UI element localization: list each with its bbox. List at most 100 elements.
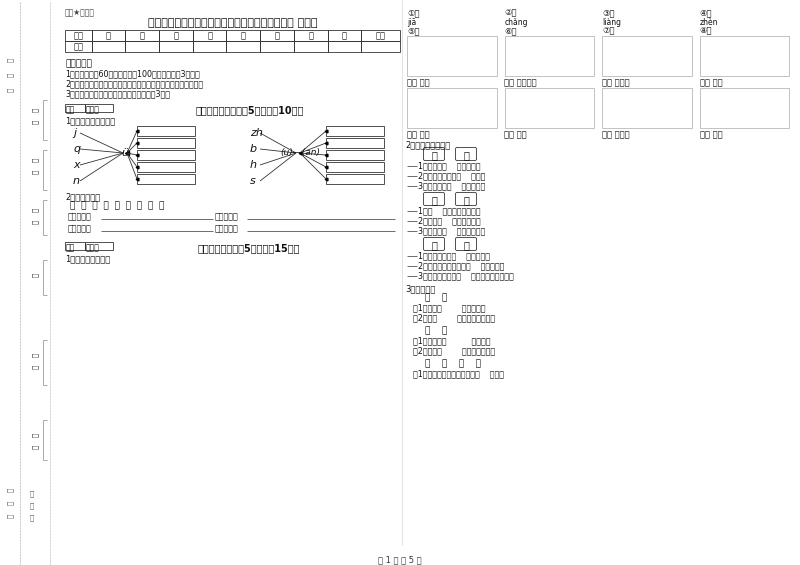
Text: 再: 再 [463,240,469,250]
Bar [193,30,226,41]
Text: ②只: ②只 [505,8,517,17]
Text: j: j [73,128,76,138]
Text: x: x [73,160,80,170]
Text: 那    哪: 那 哪 [425,326,447,335]
Text: 班: 班 [32,108,38,112]
Text: s: s [250,176,256,186]
Text: 2．我有（    ）个好朋友。: 2．我有（ ）个好朋友。 [418,216,481,225]
Text: chǎng: chǎng [505,18,528,27]
Text: 山: 山 [463,195,469,205]
Text: 2．我会分类。: 2．我会分类。 [65,192,100,201]
Text: 内: 内 [32,273,38,277]
Text: 评卷人: 评卷人 [86,243,100,252]
Text: (u)―(an): (u)―(an) [280,148,320,157]
Bar [326,126,384,136]
Text: 答: 答 [30,490,34,497]
Text: 评卷人: 评卷人 [86,105,100,114]
Text: zhèn: zhèn [699,18,718,27]
Bar [226,41,260,52]
Text: 1．小熊一家住（    ）山洞里。: 1．小熊一家住（ ）山洞里。 [418,251,490,260]
Text: 一（ ）兔: 一（ ）兔 [407,130,430,139]
Text: 卡: 卡 [30,514,34,520]
Bar [602,88,691,128]
Bar [91,41,126,52]
Text: 名: 名 [32,170,38,174]
Text: 题: 题 [30,502,34,509]
Bar [85,242,113,250]
Text: 题号: 题号 [74,32,83,41]
Text: 级: 级 [32,120,38,124]
Text: 翘舌音字：: 翘舌音字： [215,212,238,221]
Text: 2．现在离春节很（    ）了。: 2．现在离春节很（ ）了。 [418,171,486,180]
Bar [505,88,594,128]
Text: 三: 三 [431,195,437,205]
Text: 装: 装 [6,488,14,492]
Text: liàng: liàng [602,18,621,27]
Bar [362,41,400,52]
Text: 前鼻音字：: 前鼻音字： [68,224,92,233]
Bar [65,242,85,250]
Text: ü: ü [121,148,128,158]
Bar [602,36,691,76]
Text: 八: 八 [342,32,347,41]
Text: 3．草地上（    ）羊在吃草。: 3．草地上（ ）羊在吃草。 [418,226,486,235]
Text: 一、拼音部分（每题5分，共计10分）: 一、拼音部分（每题5分，共计10分） [195,105,303,115]
Text: 订: 订 [6,73,14,77]
Bar [137,174,195,184]
FancyBboxPatch shape [455,147,477,160]
Bar [326,150,384,160]
Bar [326,162,384,172]
Bar [65,41,91,52]
Bar [137,162,195,172]
FancyBboxPatch shape [423,193,445,206]
Text: （1）你要到（          ）儿去？: （1）你要到（ ）儿去？ [413,336,490,345]
Text: 一: 一 [106,32,111,41]
Text: ⑦辆: ⑦辆 [602,26,614,35]
Text: 一（ ）自行车: 一（ ）自行车 [505,78,537,87]
Text: 学: 学 [32,353,38,357]
Text: （2）我（        ）次来到公园里。: （2）我（ ）次来到公园里。 [413,313,495,322]
FancyBboxPatch shape [423,237,445,250]
Text: 得: 得 [32,433,38,437]
Text: 校: 校 [32,365,38,369]
Text: ⑤架: ⑤架 [407,26,419,35]
Text: 订: 订 [6,501,14,505]
Bar [294,41,328,52]
Text: 题典★自用题: 题典★自用题 [65,8,95,17]
Bar [91,30,126,41]
Text: 1．我会拼，我会写。: 1．我会拼，我会写。 [65,116,115,125]
Bar [159,30,193,41]
Bar [505,36,594,76]
Text: 装: 装 [6,58,14,62]
Bar [226,30,260,41]
Bar [326,174,384,184]
Bar [699,36,789,76]
Text: ①个: ①个 [407,8,419,17]
Text: 考试须知：: 考试须知： [65,59,92,68]
Text: 平舌音字：: 平舌音字： [68,212,92,221]
Text: 攀枝花市实验小学一年级语文上学期每周一练试题 附答案: 攀枝花市实验小学一年级语文上学期每周一练试题 附答案 [148,18,318,28]
Text: （1）小鸟（        ）天上飞。: （1）小鸟（ ）天上飞。 [413,303,486,312]
Text: 1．（    ）上开满了鲜花。: 1．（ ）上开满了鲜花。 [418,206,481,215]
Text: 在: 在 [431,240,437,250]
Text: 总分: 总分 [376,32,386,41]
Bar [294,30,328,41]
Text: 3．老师告诉我们（    ）家要走注意安全。: 3．老师告诉我们（ ）家要走注意安全。 [418,271,514,280]
Text: 在    再: 在 再 [425,293,447,302]
Text: 3．我会选。: 3．我会选。 [405,284,435,293]
Text: 相    想    像    象: 相 想 像 象 [425,359,481,368]
Text: b: b [250,144,257,154]
Text: 后鼻音字：: 后鼻音字： [215,224,238,233]
Text: 得分: 得分 [66,243,75,252]
Text: 得分: 得分 [74,42,83,51]
Text: 二、填空题（每题5分，共计15分）: 二、填空题（每题5分，共计15分） [198,243,301,253]
Bar [328,41,362,52]
Text: 六: 六 [274,32,279,41]
FancyBboxPatch shape [423,147,445,160]
FancyBboxPatch shape [455,193,477,206]
Text: 2．请首先按要求在试卷的指定位置填写您的姓名、班级、学号。: 2．请首先按要求在试卷的指定位置填写您的姓名、班级、学号。 [65,79,203,88]
Text: n: n [73,176,80,186]
Bar [137,138,195,148]
Text: 第 1 页 共 5 页: 第 1 页 共 5 页 [378,555,422,564]
Text: 一（ ）牛: 一（ ）牛 [699,130,722,139]
